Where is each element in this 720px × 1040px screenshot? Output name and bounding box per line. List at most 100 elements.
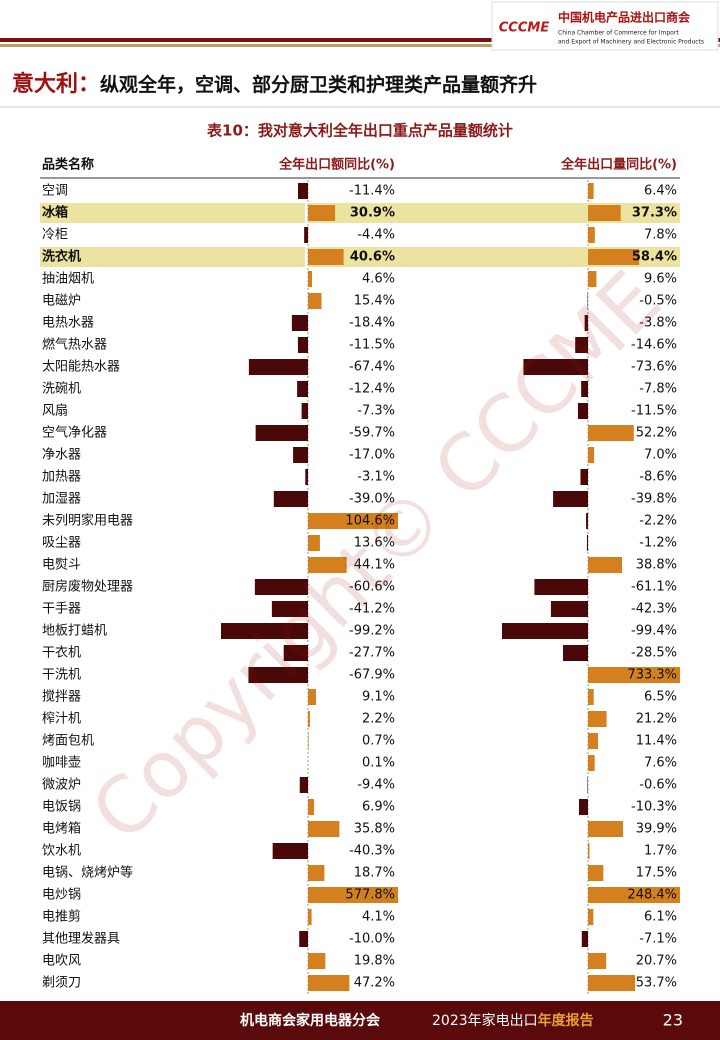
value-label: -18.4% bbox=[349, 316, 395, 331]
value-label: -0.5% bbox=[639, 294, 677, 309]
col-header: 全年出口量同比(%) bbox=[560, 157, 677, 173]
bar bbox=[588, 447, 595, 463]
value-label: 0.7% bbox=[362, 734, 395, 749]
value-label: 38.8% bbox=[636, 558, 677, 573]
bar bbox=[299, 777, 308, 793]
value-label: 15.4% bbox=[354, 294, 395, 309]
bar bbox=[578, 799, 588, 815]
value-label: 6.1% bbox=[644, 910, 677, 925]
value-label: 0.1% bbox=[362, 756, 395, 771]
bar bbox=[588, 865, 604, 881]
bar bbox=[308, 205, 336, 221]
value-label: -8.6% bbox=[639, 470, 677, 485]
col-header: 全年出口额同比(%) bbox=[278, 157, 395, 173]
table-body: 空调 -11.4% 6.4% 冰箱 30.9% 37.3% 冷柜 -4.4% 7.8% 洗衣机 40… bbox=[40, 180, 680, 994]
bar bbox=[272, 843, 308, 859]
value-label: -2.2% bbox=[639, 514, 677, 529]
bar bbox=[273, 491, 308, 507]
bar bbox=[577, 403, 588, 419]
value-label: 52.2% bbox=[636, 426, 677, 441]
bar bbox=[586, 513, 588, 529]
value-label: -67.9% bbox=[349, 668, 395, 683]
footer-report: 2023年家电出口年度报告 bbox=[432, 1012, 594, 1029]
row-name: 饮水机 bbox=[42, 844, 81, 859]
row-name: 电锅、烧烤炉等 bbox=[42, 865, 133, 881]
footer-org: 机电商会家用电器分会 bbox=[240, 1012, 381, 1029]
value-label: -10.0% bbox=[349, 932, 395, 947]
bar bbox=[588, 975, 636, 991]
value-label: -41.2% bbox=[349, 602, 395, 617]
value-label: 4.6% bbox=[362, 272, 395, 287]
row-name: 电吹风 bbox=[42, 954, 81, 969]
bar bbox=[308, 975, 350, 991]
value-label: -17.0% bbox=[349, 448, 395, 463]
bar bbox=[523, 359, 588, 375]
org-cn: 中国机电产品进出口商会 bbox=[558, 10, 691, 25]
bar bbox=[308, 249, 344, 265]
value-label: -27.7% bbox=[349, 646, 395, 661]
value-label: -39.8% bbox=[631, 492, 677, 507]
value-label: -42.3% bbox=[631, 602, 677, 617]
value-label: -59.7% bbox=[349, 426, 395, 441]
bar bbox=[584, 315, 588, 331]
bar bbox=[581, 381, 588, 397]
row-name: 干手器 bbox=[42, 602, 81, 617]
bar bbox=[581, 931, 588, 947]
row-name: 冷柜 bbox=[42, 228, 68, 243]
value-label: 13.6% bbox=[354, 536, 395, 551]
row-name: 厨房废物处理器 bbox=[42, 579, 133, 595]
value-label: 58.4% bbox=[632, 250, 677, 265]
row-name: 洗衣机 bbox=[42, 249, 81, 265]
value-label: -99.2% bbox=[349, 624, 395, 639]
row-name: 电热水器 bbox=[42, 316, 94, 331]
bar bbox=[254, 579, 308, 595]
value-label: 20.7% bbox=[636, 954, 677, 969]
value-label: -39.0% bbox=[349, 492, 395, 507]
bar bbox=[308, 887, 398, 903]
bar bbox=[588, 821, 623, 837]
row-name: 电炒锅 bbox=[42, 887, 81, 903]
value-label: -60.6% bbox=[349, 580, 395, 595]
row-name: 地板打蜡机 bbox=[42, 624, 107, 639]
value-label: -11.5% bbox=[349, 338, 395, 353]
value-label: 733.3% bbox=[627, 668, 677, 683]
bar bbox=[553, 491, 588, 507]
value-label: -67.4% bbox=[349, 360, 395, 375]
bar bbox=[575, 337, 588, 353]
bar bbox=[297, 337, 308, 353]
bar bbox=[248, 359, 308, 375]
value-label: -28.5% bbox=[631, 646, 677, 661]
bar bbox=[588, 667, 680, 683]
bar bbox=[308, 293, 322, 309]
value-label: 53.7% bbox=[636, 976, 677, 991]
value-label: 248.4% bbox=[627, 888, 677, 903]
value-label: 30.9% bbox=[350, 206, 395, 221]
row-name: 电推剪 bbox=[42, 909, 81, 925]
value-label: 17.5% bbox=[636, 866, 677, 881]
report-em: 年度报告 bbox=[538, 1012, 594, 1029]
table-title: 表10：我对意大利全年出口重点产品量额统计 bbox=[207, 122, 513, 140]
bar bbox=[534, 579, 588, 595]
bar bbox=[305, 469, 308, 485]
bar bbox=[588, 887, 680, 903]
bar bbox=[588, 689, 594, 705]
row-name: 净水器 bbox=[42, 448, 81, 463]
value-label: 35.8% bbox=[354, 822, 395, 837]
bar bbox=[588, 843, 590, 859]
value-label: 39.9% bbox=[636, 822, 677, 837]
row-name: 剃须刀 bbox=[42, 976, 81, 991]
value-label: 47.2% bbox=[354, 976, 395, 991]
row-name: 燃气热水器 bbox=[42, 337, 107, 353]
row-name: 未列明家用电器 bbox=[42, 513, 133, 529]
row-name: 电磁炉 bbox=[42, 294, 81, 309]
bar bbox=[308, 799, 315, 815]
value-label: -40.3% bbox=[349, 844, 395, 859]
bar bbox=[308, 733, 309, 749]
value-label: -14.6% bbox=[631, 338, 677, 353]
highlight-row bbox=[40, 203, 305, 223]
bar bbox=[588, 183, 594, 199]
value-label: -73.6% bbox=[631, 360, 677, 375]
value-label: 6.9% bbox=[362, 800, 395, 815]
